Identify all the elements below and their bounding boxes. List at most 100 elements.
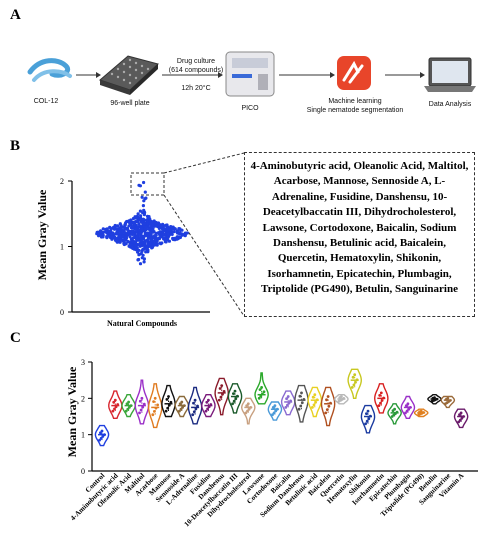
beeswarm-point (152, 242, 156, 246)
violin-point (126, 407, 130, 411)
beeswarm-point (129, 218, 133, 222)
violin-point (138, 399, 142, 403)
beeswarm-point (136, 258, 140, 262)
violin-point (273, 404, 277, 407)
violin-point (458, 418, 462, 422)
violin-point (271, 413, 274, 417)
violin-shape (134, 379, 150, 425)
callout-line-top (163, 152, 245, 174)
violin-point (326, 395, 330, 398)
beeswarm-point (147, 227, 151, 231)
violin-point (194, 407, 198, 411)
violin-point (289, 399, 292, 403)
worm-label: COL-12 (33, 98, 59, 105)
highlight-box (130, 172, 165, 196)
beeswarm-point (143, 240, 147, 245)
violin-shape (240, 397, 256, 425)
violin-point (193, 398, 197, 402)
violin-shape (400, 395, 416, 420)
violin-point (284, 406, 288, 409)
violin-point (231, 402, 235, 406)
beeswarm-point (122, 225, 126, 229)
violin-point (286, 395, 290, 398)
violin-point (287, 401, 291, 405)
violin-point (404, 404, 408, 407)
instrument-label: PICO (241, 105, 259, 112)
violin-point (142, 402, 146, 406)
violin-point (285, 397, 288, 401)
violin-point (139, 408, 143, 412)
beeswarm-point (134, 227, 138, 231)
beeswarm-point (144, 196, 148, 200)
violin-point (395, 410, 399, 414)
violin-point (103, 433, 106, 437)
violin-point (138, 411, 141, 415)
beeswarm-point (138, 241, 142, 245)
violin-point (114, 405, 118, 409)
beeswarm-point (135, 246, 139, 250)
violin-point (260, 386, 263, 389)
violin-point (111, 409, 115, 413)
violin-shape (254, 372, 269, 405)
violin-point (448, 399, 452, 402)
beeswarm-point (158, 241, 162, 245)
violin-point (207, 405, 211, 409)
violin-point (419, 409, 423, 413)
beeswarm-y-tick-label: 0 (60, 308, 64, 317)
violin-point (298, 394, 302, 398)
violin-shape (360, 404, 376, 434)
beeswarm-x-category-label: Natural Compounds (107, 319, 177, 328)
violin-point (164, 409, 168, 413)
violin-point (233, 389, 237, 393)
violin-point (313, 393, 317, 397)
panel-letter-c: C (10, 330, 21, 346)
laptop-icon (424, 57, 476, 92)
violin-point (220, 384, 224, 387)
violin-point (101, 435, 105, 438)
violin-point (393, 407, 396, 411)
panel-letter-a: A (10, 7, 21, 23)
violin-point (325, 408, 329, 411)
beeswarm-point (139, 234, 143, 238)
violin-point (181, 406, 185, 409)
violin-shape (427, 394, 442, 405)
beeswarm-point (104, 227, 108, 231)
beeswarm-point (104, 230, 108, 234)
beeswarm-point (141, 247, 145, 251)
beeswarm-point (177, 227, 181, 231)
violin-point (340, 395, 343, 398)
plate-icon (99, 55, 160, 95)
violin-point (435, 397, 439, 401)
beeswarm-point (137, 248, 141, 252)
violin-point (286, 403, 289, 407)
violin-point (167, 403, 171, 407)
beeswarm-point (176, 235, 180, 239)
panel-letter-b: B (10, 138, 21, 154)
violin-point (350, 386, 354, 389)
beeswarm-point (142, 257, 146, 261)
violin-point (156, 403, 160, 407)
beeswarm-point (167, 228, 172, 232)
violin-point (178, 409, 181, 413)
beeswarm-point (148, 219, 152, 223)
beeswarm-point (105, 235, 109, 239)
beeswarm-point (146, 236, 150, 240)
beeswarm-point (138, 231, 142, 235)
beeswarm-point (143, 190, 147, 194)
machine-learning-icon (337, 56, 371, 90)
violin-point (179, 407, 183, 411)
violin-point (297, 407, 301, 411)
violin-point (191, 413, 195, 417)
violin-point (365, 412, 368, 415)
violin-shape (294, 384, 309, 423)
violin-y-tick-label: 0 (81, 467, 85, 476)
beeswarm-point (158, 230, 162, 234)
violin-point (367, 417, 371, 421)
beeswarm-point (180, 228, 184, 232)
violin-point (312, 403, 316, 407)
violin-point (314, 400, 317, 404)
violin-y-tick-label: 1 (81, 431, 85, 440)
violin-shape (108, 390, 123, 420)
violin-point (457, 420, 461, 424)
